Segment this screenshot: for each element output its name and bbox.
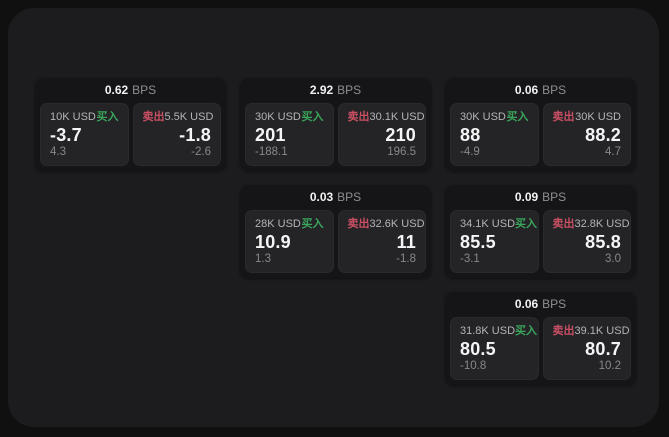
sell-tile[interactable]: 卖出 30.1K USD 210 196.5 <box>337 103 426 166</box>
bps-value: 0.62 <box>104 83 129 97</box>
sell-size-label: 39.1K USD <box>574 325 630 337</box>
bps-unit-label: BPS <box>337 83 362 97</box>
card-header: 2.92 BPS <box>245 78 426 103</box>
buy-price: 88 <box>460 125 481 145</box>
sell-tag: 卖出 <box>347 218 370 230</box>
sell-size-label: 32.8K USD <box>574 218 630 230</box>
buy-size-label: 28K USD <box>255 218 301 230</box>
buy-delta: 4.3 <box>50 146 66 158</box>
sell-delta: -1.8 <box>396 253 416 265</box>
sell-price: 85.8 <box>585 232 621 252</box>
quote-card: 0.03 BPS 28K USD 买入 10.9 1.3 卖出 32.6K US… <box>240 185 431 278</box>
sell-tag: 卖出 <box>552 111 575 123</box>
sell-tile[interactable]: 卖出 5.5K USD -1.8 -2.6 <box>132 103 221 166</box>
sell-tile[interactable]: 卖出 30K USD 88.2 4.7 <box>542 103 631 166</box>
bps-value: 0.09 <box>514 190 539 204</box>
sell-delta: 10.2 <box>598 360 621 372</box>
quote-card: 0.06 BPS 31.8K USD 买入 80.5 -10.8 卖出 39.1… <box>445 292 636 385</box>
buy-price: 80.5 <box>460 339 496 359</box>
bps-value: 2.92 <box>309 83 334 97</box>
buy-tile[interactable]: 10K USD 买入 -3.7 4.3 <box>40 103 129 166</box>
buy-tile[interactable]: 30K USD 买入 201 -188.1 <box>245 103 334 166</box>
bps-value: 0.06 <box>514 297 539 311</box>
buy-price: 85.5 <box>460 232 496 252</box>
buy-tile[interactable]: 34.1K USD 买入 85.5 -3.1 <box>450 210 539 273</box>
buy-size-label: 34.1K USD <box>460 218 516 230</box>
card-body: 28K USD 买入 10.9 1.3 卖出 32.6K USD 11 -1.8 <box>245 210 426 273</box>
sell-tile[interactable]: 卖出 32.6K USD 11 -1.8 <box>337 210 426 273</box>
buy-delta: -10.8 <box>460 360 487 372</box>
bps-value: 0.06 <box>514 83 539 97</box>
sell-tile[interactable]: 卖出 39.1K USD 80.7 10.2 <box>542 317 631 380</box>
quote-card-grid: 0.62 BPS 10K USD 买入 -3.7 4.3 卖出 5.5K USD <box>35 78 636 385</box>
sell-tag: 卖出 <box>552 325 575 337</box>
buy-delta: -188.1 <box>255 146 288 158</box>
sell-size-label: 30K USD <box>575 111 621 123</box>
card-header: 0.06 BPS <box>450 78 631 103</box>
card-body: 30K USD 买入 88 -4.9 卖出 30K USD 88.2 4.7 <box>450 103 631 166</box>
card-body: 30K USD 买入 201 -188.1 卖出 30.1K USD 210 1… <box>245 103 426 166</box>
buy-price: 10.9 <box>255 232 291 252</box>
buy-tag: 买入 <box>506 111 529 123</box>
buy-tag: 买入 <box>96 111 119 123</box>
card-body: 31.8K USD 买入 80.5 -10.8 卖出 39.1K USD 80.… <box>450 317 631 380</box>
sell-delta: 196.5 <box>387 146 416 158</box>
sell-delta: -2.6 <box>191 146 211 158</box>
bps-unit-label: BPS <box>132 83 157 97</box>
quote-card: 0.09 BPS 34.1K USD 买入 85.5 -3.1 卖出 32.8K… <box>445 185 636 278</box>
buy-size-label: 30K USD <box>460 111 506 123</box>
bps-unit-label: BPS <box>542 297 567 311</box>
card-header: 0.06 BPS <box>450 292 631 317</box>
buy-price: 201 <box>255 125 286 145</box>
buy-tile[interactable]: 31.8K USD 买入 80.5 -10.8 <box>450 317 539 380</box>
sell-tag: 卖出 <box>142 111 165 123</box>
buy-size-label: 30K USD <box>255 111 301 123</box>
buy-delta: -3.1 <box>460 253 480 265</box>
sell-tag: 卖出 <box>347 111 370 123</box>
sell-price: 11 <box>396 232 416 252</box>
buy-delta: 1.3 <box>255 253 271 265</box>
sell-delta: 4.7 <box>605 146 621 158</box>
sell-size-label: 30.1K USD <box>369 111 425 123</box>
card-body: 10K USD 买入 -3.7 4.3 卖出 5.5K USD -1.8 -2.… <box>40 103 221 166</box>
buy-tile[interactable]: 30K USD 买入 88 -4.9 <box>450 103 539 166</box>
sell-price: -1.8 <box>179 125 211 145</box>
card-header: 0.62 BPS <box>40 78 221 103</box>
sell-tile[interactable]: 卖出 32.8K USD 85.8 3.0 <box>542 210 631 273</box>
card-header: 0.09 BPS <box>450 185 631 210</box>
sell-size-label: 5.5K USD <box>164 111 214 123</box>
quote-card: 0.62 BPS 10K USD 买入 -3.7 4.3 卖出 5.5K USD <box>35 78 226 171</box>
bps-unit-label: BPS <box>542 190 567 204</box>
buy-tag: 买入 <box>515 325 538 337</box>
sell-delta: 3.0 <box>605 253 621 265</box>
sell-price: 88.2 <box>585 125 621 145</box>
sell-tag: 卖出 <box>552 218 575 230</box>
buy-tag: 买入 <box>301 218 324 230</box>
sell-size-label: 32.6K USD <box>369 218 425 230</box>
buy-size-label: 10K USD <box>50 111 96 123</box>
bps-value: 0.03 <box>309 190 334 204</box>
quote-card: 2.92 BPS 30K USD 买入 201 -188.1 卖出 30.1K … <box>240 78 431 171</box>
buy-size-label: 31.8K USD <box>460 325 516 337</box>
card-header: 0.03 BPS <box>245 185 426 210</box>
buy-tag: 买入 <box>301 111 324 123</box>
sell-price: 210 <box>385 125 416 145</box>
sell-price: 80.7 <box>585 339 621 359</box>
bps-unit-label: BPS <box>542 83 567 97</box>
main-panel: 0.62 BPS 10K USD 买入 -3.7 4.3 卖出 5.5K USD <box>8 8 659 427</box>
quote-card: 0.06 BPS 30K USD 买入 88 -4.9 卖出 30K USD <box>445 78 636 171</box>
bps-unit-label: BPS <box>337 190 362 204</box>
card-body: 34.1K USD 买入 85.5 -3.1 卖出 32.8K USD 85.8… <box>450 210 631 273</box>
buy-tile[interactable]: 28K USD 买入 10.9 1.3 <box>245 210 334 273</box>
buy-price: -3.7 <box>50 125 82 145</box>
buy-delta: -4.9 <box>460 146 480 158</box>
buy-tag: 买入 <box>515 218 538 230</box>
